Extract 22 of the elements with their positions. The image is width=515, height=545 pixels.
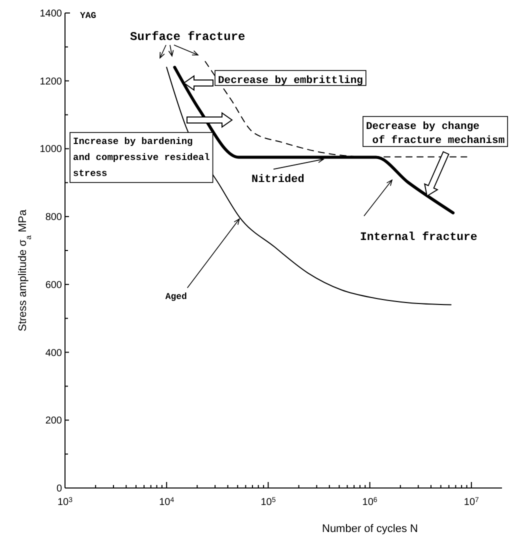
annotation: Surface fracture xyxy=(130,30,246,44)
y-tick-label: 1400 xyxy=(40,8,62,20)
x-tick-label: 10$^{4}$ xyxy=(159,496,174,508)
x-tick-label: 10$^{6}$ xyxy=(362,496,378,508)
y-tick-label: 200 xyxy=(45,416,62,427)
y-tick-label: 0 xyxy=(56,484,62,494)
annotation: YAG xyxy=(80,11,96,21)
x-tick-label: 10$^{3}$ xyxy=(57,496,73,508)
y-tick-label: 1000 xyxy=(40,144,62,156)
annotation: Nitrided xyxy=(251,174,304,186)
x-axis-title: Number of cycles N xyxy=(322,523,418,535)
y-tick-label: 600 xyxy=(45,280,62,291)
x-tick-label: 10$^{7}$ xyxy=(464,496,480,508)
annotation: Internal fracture xyxy=(360,231,478,244)
annotation: Decrease by embrittling xyxy=(218,75,363,87)
x-tick-label: 10$^{5}$ xyxy=(260,496,276,508)
y-tick-label: 800 xyxy=(45,212,62,224)
annotation: Aged xyxy=(165,292,187,302)
y-tick-label: 400 xyxy=(45,348,62,359)
annotation: Decrease by change of fracture mechanism xyxy=(366,121,505,147)
y-tick-label: 1200 xyxy=(40,76,62,88)
annotation: Increase by bardening and compressive resideal stress xyxy=(73,136,210,179)
